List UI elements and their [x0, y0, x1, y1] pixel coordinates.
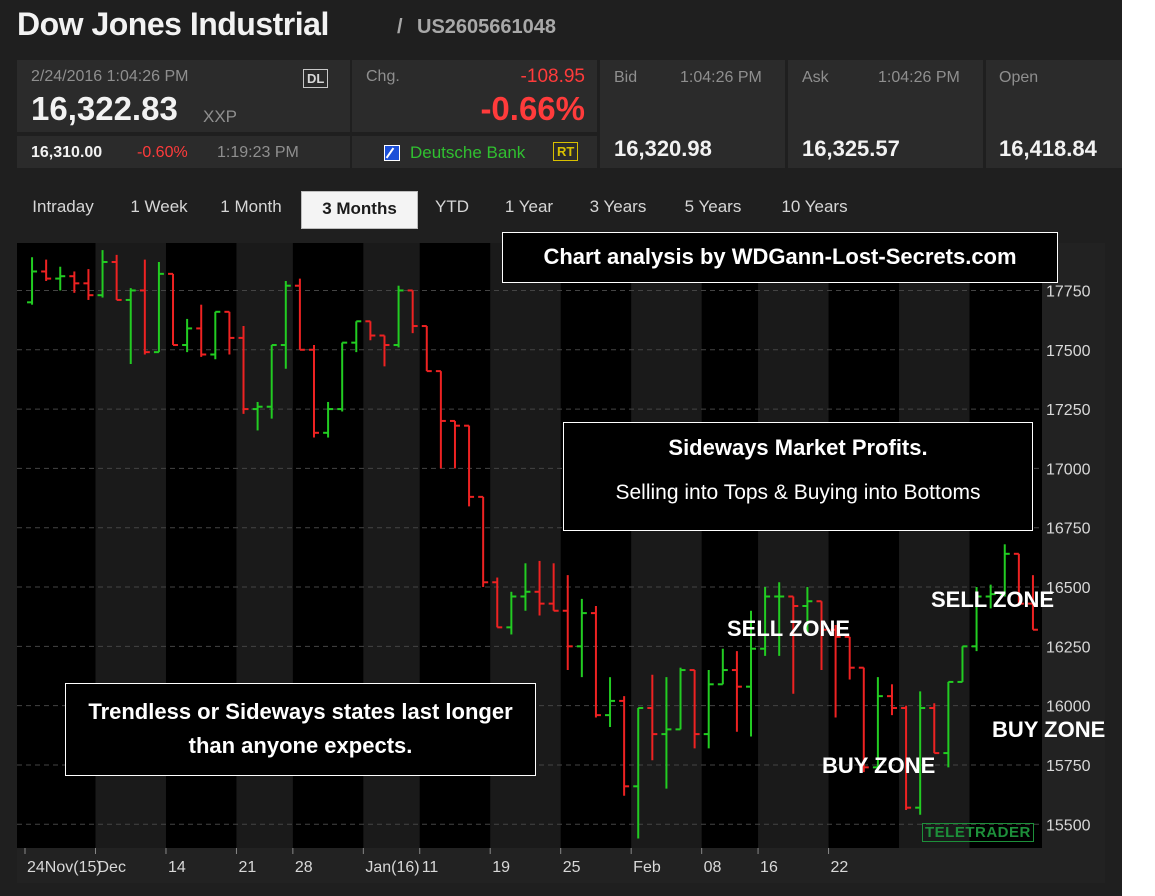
buy-zone-label: BUY ZONE: [822, 753, 936, 778]
title-separator: /: [397, 16, 403, 38]
bid-time: 1:04:26 PM: [680, 69, 762, 86]
y-tick-label: 16000: [1046, 699, 1091, 716]
sub-time: 1:19:23 PM: [217, 144, 299, 161]
trendless-box: Trendless or Sideways states last longer…: [65, 683, 536, 776]
open-label: Open: [999, 69, 1039, 86]
x-tick-label: 14: [168, 859, 186, 876]
teletrader-watermark: TELETRADER: [922, 823, 1034, 842]
exchange-badge: DL: [303, 69, 329, 88]
sideways-profits-text: Selling into Tops & Buying into Bottoms: [615, 481, 981, 504]
x-tick-label: 28: [295, 859, 313, 876]
sub-price: 16,310.00: [31, 144, 103, 161]
y-tick-label: 16500: [1046, 580, 1091, 597]
y-tick-label: 15500: [1046, 817, 1091, 834]
sub-change: -0.60%: [137, 144, 188, 161]
price-chart[interactable]: 15500 15750 16000 16250 16500 16750 17000 17250…: [17, 243, 1105, 883]
tab-3-months[interactable]: 3 Months: [301, 191, 418, 229]
x-tick-label: 21: [238, 859, 256, 876]
open-value: 16,418.84: [999, 136, 1097, 161]
change-pct: -0.66%: [480, 90, 585, 127]
provider-name[interactable]: Deutsche Bank: [410, 143, 526, 162]
tab-3-years[interactable]: 3 Years: [589, 197, 647, 216]
deutsche-bank-logo-icon: [384, 145, 400, 161]
ask-value: 16,325.57: [802, 136, 900, 161]
tab-intraday[interactable]: Intraday: [32, 197, 94, 216]
tab-ytd[interactable]: YTD: [435, 197, 469, 216]
x-tick-label: Jan(16): [365, 859, 419, 876]
x-tick-label: 19: [492, 859, 510, 876]
change-abs: -108.95: [520, 66, 585, 87]
sub-quote-panel: 16,310.00 -0.60% 1:19:23 PM: [17, 136, 350, 168]
page-title: Dow Jones Industrial: [17, 6, 329, 42]
x-tick-label: 16: [760, 859, 778, 876]
tab-10-years[interactable]: 10 Years: [781, 197, 848, 216]
buy-zone-label: BUY ZONE: [992, 717, 1106, 742]
x-tick-label: Dec: [97, 859, 125, 876]
y-tick-label: 17500: [1046, 343, 1091, 360]
x-tick-label: Feb: [633, 859, 661, 876]
ask-panel: Ask 1:04:26 PM 16,325.57: [788, 60, 983, 168]
ask-time: 1:04:26 PM: [878, 69, 960, 86]
y-tick-label: 17250: [1046, 402, 1091, 419]
y-tick-label: 17750: [1046, 283, 1091, 300]
credit-text: Chart analysis by WDGann-Lost-Secrets.co…: [543, 244, 1017, 269]
sideways-profits-box: Sideways Market Profits. Selling into To…: [563, 422, 1033, 531]
x-tick-label: 24Nov(15): [27, 859, 102, 876]
bid-value: 16,320.98: [614, 136, 712, 161]
change-panel: Chg. -108.95 -0.66%: [352, 60, 597, 132]
x-tick-label: 08: [704, 859, 722, 876]
page-margin: [1122, 0, 1155, 896]
y-tick-label: 16250: [1046, 639, 1091, 656]
quote-datetime: 2/24/2016 1:04:26 PM: [31, 68, 189, 85]
sell-zone-label: SELL ZONE: [727, 616, 851, 641]
sell-zone-label: SELL ZONE: [931, 587, 1055, 612]
open-panel: Open 16,418.84: [986, 60, 1122, 168]
y-tick-label: 15750: [1046, 758, 1091, 775]
sideways-profits-title: Sideways Market Profits.: [668, 435, 928, 460]
trendless-text: Trendless or Sideways states last longer…: [88, 699, 513, 758]
provider-panel: Deutsche Bank RT: [352, 136, 597, 168]
tab-5-years[interactable]: 5 Years: [684, 197, 742, 216]
last-price-panel: 2/24/2016 1:04:26 PM DL 16,322.83 XXP: [17, 60, 350, 132]
bid-label: Bid: [614, 69, 638, 86]
tab-1-week[interactable]: 1 Week: [130, 197, 188, 216]
ask-label: Ask: [802, 69, 829, 86]
tab-1-year[interactable]: 1 Year: [504, 197, 554, 216]
rt-badge: RT: [553, 142, 579, 161]
x-tick-label: 22: [831, 859, 849, 876]
x-tick-label: 11: [422, 859, 439, 876]
isin-code: US2605661048: [417, 16, 557, 38]
y-tick-label: 16750: [1046, 521, 1091, 538]
bid-panel: Bid 1:04:26 PM 16,320.98: [600, 60, 785, 168]
y-tick-label: 17000: [1046, 461, 1091, 478]
week-stripe: [758, 243, 829, 848]
symbol: XXP: [203, 107, 238, 126]
x-tick-label: 25: [563, 859, 581, 876]
last-price: 16,322.83: [31, 90, 178, 127]
tab-1-month[interactable]: 1 Month: [220, 197, 282, 216]
app-window: Dow Jones Industrial / US2605661048 2/24…: [0, 0, 1122, 896]
change-label: Chg.: [366, 68, 400, 85]
credit-box: Chart analysis by WDGann-Lost-Secrets.co…: [502, 232, 1058, 283]
